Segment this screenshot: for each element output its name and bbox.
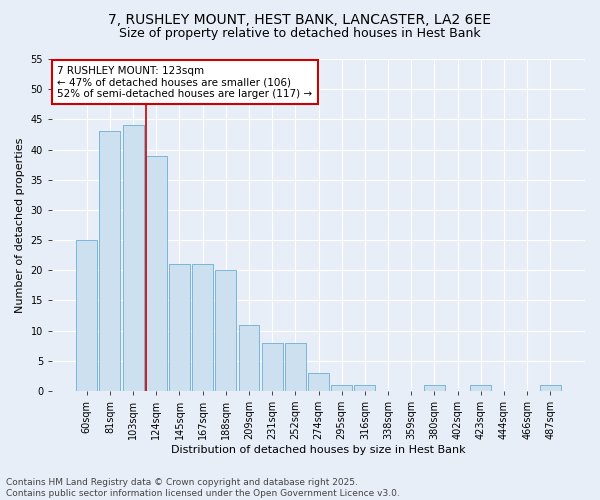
Text: Contains HM Land Registry data © Crown copyright and database right 2025.
Contai: Contains HM Land Registry data © Crown c…	[6, 478, 400, 498]
Bar	[424, 385, 445, 391]
Bar	[355, 385, 376, 391]
Bar	[239, 324, 259, 391]
Bar	[470, 385, 491, 391]
Text: Size of property relative to detached houses in Hest Bank: Size of property relative to detached ho…	[119, 28, 481, 40]
Text: 7, RUSHLEY MOUNT, HEST BANK, LANCASTER, LA2 6EE: 7, RUSHLEY MOUNT, HEST BANK, LANCASTER, …	[109, 12, 491, 26]
Bar	[122, 126, 143, 391]
Y-axis label: Number of detached properties: Number of detached properties	[15, 138, 25, 312]
Bar	[146, 156, 167, 391]
Bar	[331, 385, 352, 391]
Bar	[308, 373, 329, 391]
Bar	[192, 264, 213, 391]
Bar	[285, 342, 306, 391]
Bar	[76, 240, 97, 391]
Bar	[215, 270, 236, 391]
Bar	[100, 132, 121, 391]
Bar	[262, 342, 283, 391]
Bar	[169, 264, 190, 391]
Bar	[540, 385, 561, 391]
X-axis label: Distribution of detached houses by size in Hest Bank: Distribution of detached houses by size …	[171, 445, 466, 455]
Text: 7 RUSHLEY MOUNT: 123sqm
← 47% of detached houses are smaller (106)
52% of semi-d: 7 RUSHLEY MOUNT: 123sqm ← 47% of detache…	[58, 66, 313, 99]
